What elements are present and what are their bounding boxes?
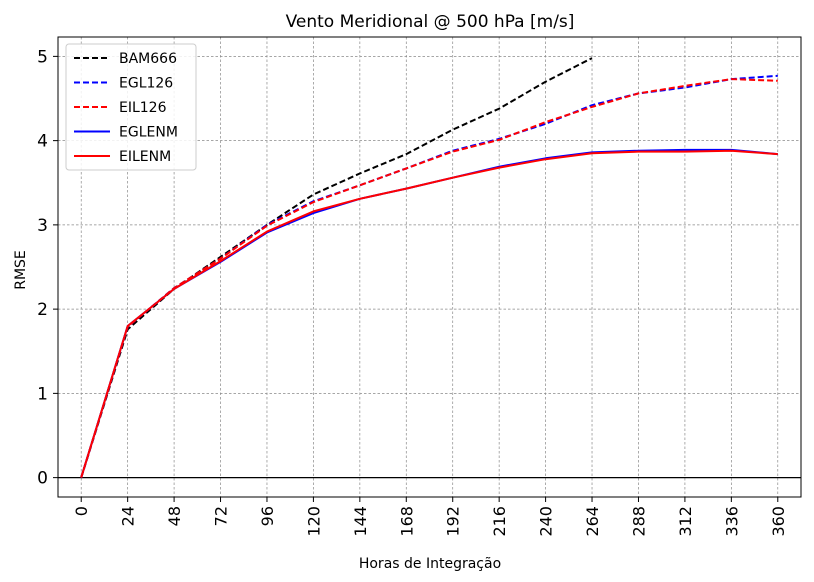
y-tick-label: 1: [37, 384, 48, 404]
legend-box: [65, 43, 197, 171]
legend-label-bam666: BAM666: [119, 51, 177, 67]
plot-area-frame: [57, 36, 802, 498]
series-line-bam666: [80, 57, 593, 478]
y-tick-label: 5: [37, 47, 48, 67]
y-axis-ticks: 0 1 2 3 4 5: [37, 47, 58, 489]
y-tick-label: 4: [37, 132, 48, 152]
chart-title: Vento Meridional @ 500 hPa [m/s]: [286, 12, 575, 32]
x-tick-label: 168: [397, 506, 416, 537]
legend: BAM666 EGL126 EIL126 EGLENM EILENM: [65, 43, 197, 171]
legend-label-eilenm: EILENM: [119, 149, 171, 165]
legend-label-egl126: EGL126: [119, 76, 173, 92]
legend-label-eil126: EIL126: [119, 100, 167, 116]
x-tick-label: 336: [722, 506, 741, 537]
x-tick-label: 0: [72, 506, 91, 516]
x-tick-label: 72: [212, 506, 231, 526]
series-layer: [80, 57, 778, 478]
x-tick-label: 96: [258, 506, 277, 526]
legend-label-eglenm: EGLENM: [119, 125, 178, 141]
x-tick-label: 240: [537, 506, 556, 537]
x-tick-label: 360: [769, 506, 788, 537]
x-tick-label: 192: [444, 506, 463, 537]
y-axis-label: RMSE: [13, 250, 29, 290]
series-line-eilenm: [80, 149, 778, 478]
y-tick-label: 0: [37, 469, 48, 489]
y-tick-label: 2: [37, 300, 48, 320]
series-line-eil126: [80, 78, 778, 478]
x-tick-label: 216: [490, 506, 509, 537]
x-tick-label: 312: [676, 506, 695, 537]
x-tick-label: 120: [304, 506, 323, 537]
series-line-eglenm: [80, 148, 778, 478]
x-tick-label: 264: [583, 506, 602, 537]
x-tick-label: 24: [119, 506, 138, 526]
x-axis-ticks: 0 24 48 72 96 120 144 168 192 216 240 264 288 312 336 3…: [72, 497, 788, 537]
x-axis-label: Horas de Integração: [359, 556, 501, 572]
x-tick-label: 144: [351, 506, 370, 537]
x-tick-label: 48: [165, 506, 184, 526]
y-tick-label: 3: [37, 216, 48, 236]
x-tick-label: 288: [629, 506, 648, 537]
